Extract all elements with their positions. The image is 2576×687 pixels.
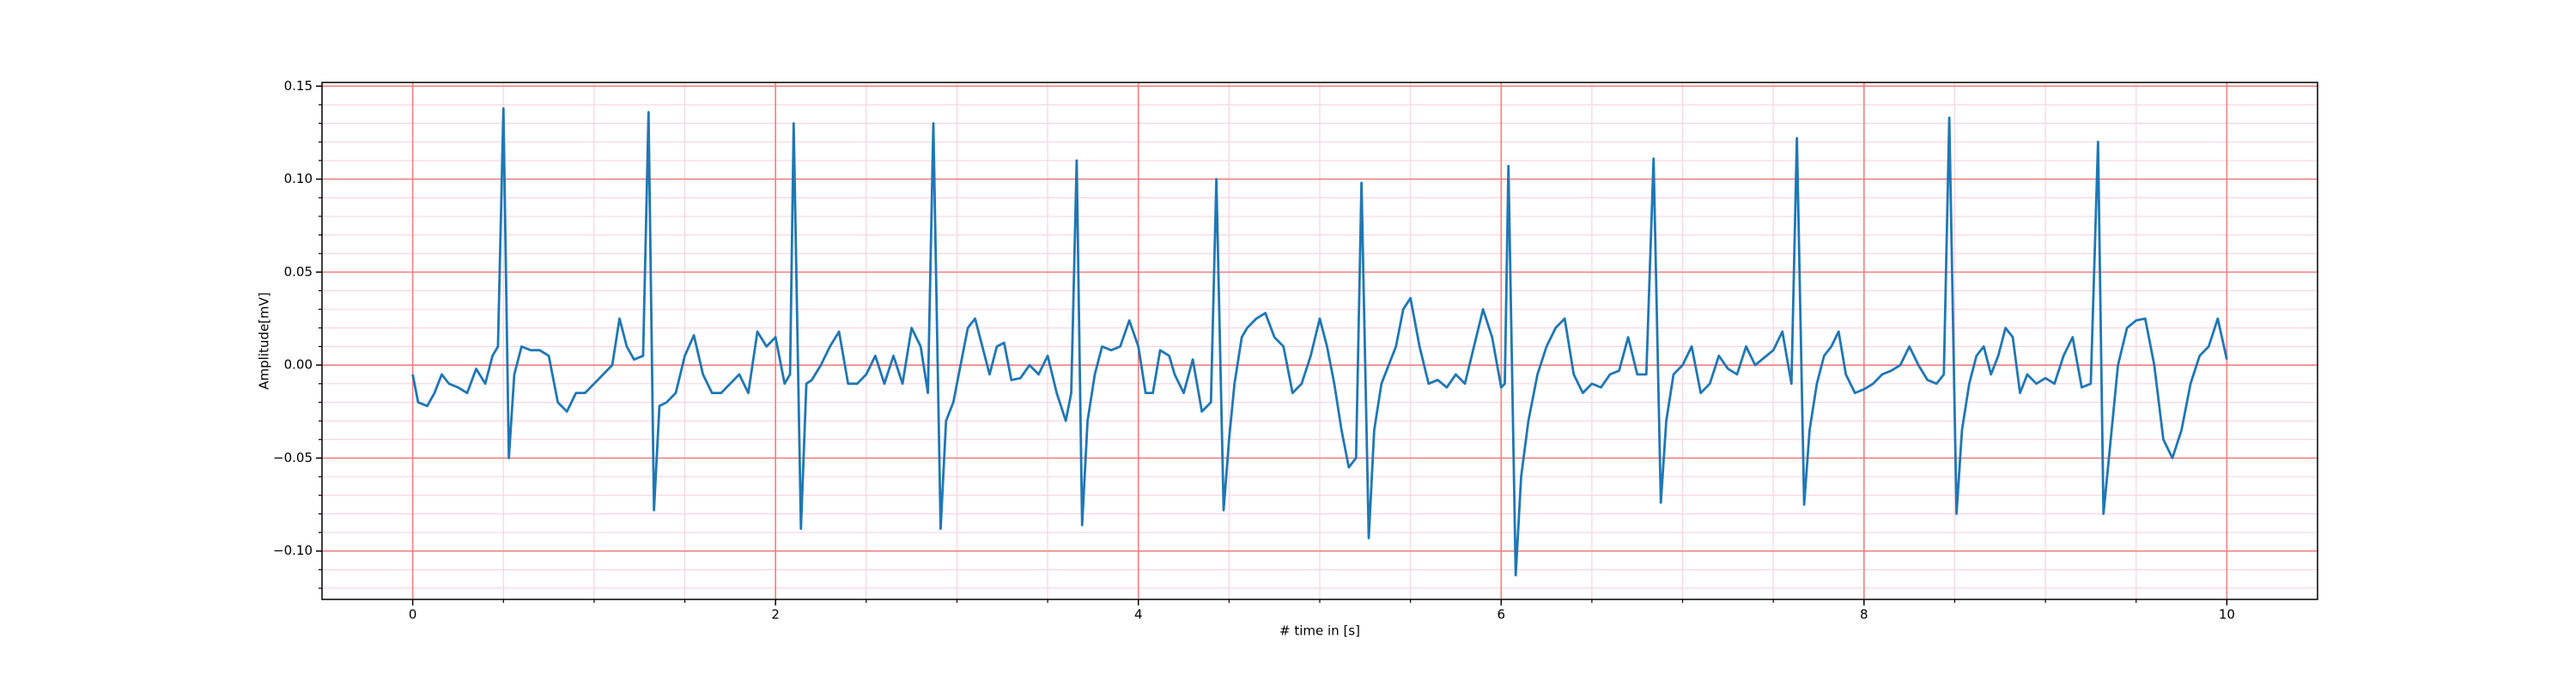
y-tick-label: −0.05 — [273, 450, 313, 465]
y-tick-label: −0.10 — [273, 543, 313, 558]
x-tick-label: 8 — [1860, 607, 1868, 623]
x-tick-label: 0 — [409, 607, 417, 623]
x-tick-label: 4 — [1134, 607, 1143, 623]
y-tick-label: 0.05 — [284, 264, 313, 279]
y-tick-label: 0.15 — [284, 78, 313, 94]
x-tick-label: 6 — [1497, 607, 1505, 623]
y-axis-label: Amplitude[mV] — [257, 292, 272, 389]
y-tick-label: 0.00 — [284, 357, 313, 373]
x-tick-label: 10 — [2219, 607, 2235, 623]
x-tick-label: 2 — [771, 607, 780, 623]
x-axis-label: # time in [s] — [1279, 623, 1360, 639]
plot-frame — [321, 82, 2318, 600]
ecg-line — [411, 106, 2228, 577]
y-tick-label: 0.10 — [284, 171, 313, 186]
